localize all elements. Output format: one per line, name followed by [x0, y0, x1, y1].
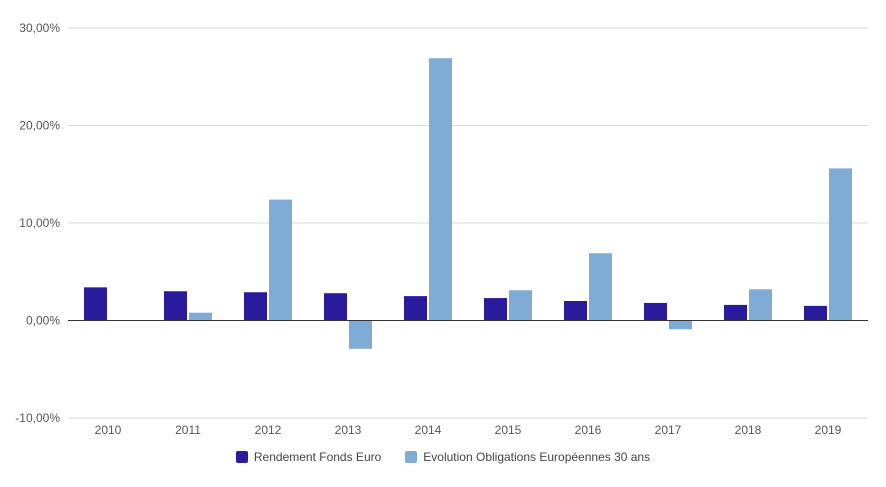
- legend-swatch-series-1: [235, 451, 248, 463]
- legend-item-series-2[interactable]: Evolution Obligations Européennes 30 ans: [405, 450, 650, 464]
- bar-2015-series-1[interactable]: [484, 298, 507, 321]
- x-tick-label: 2012: [255, 423, 282, 437]
- x-tick-label: 2017: [655, 423, 682, 437]
- x-axis-tick-labels: 2010 2011 2012 2013 2014 2015 2016 2017 2018 2019: [95, 423, 842, 437]
- x-tick-label: 2015: [495, 423, 522, 437]
- bar-2012-series-1[interactable]: [244, 292, 267, 321]
- bar-2013-series-1[interactable]: [324, 293, 347, 321]
- y-tick-label: 10,00%: [19, 216, 60, 230]
- x-tick-label: 2014: [415, 423, 442, 437]
- y-tick-label: 20,00%: [19, 119, 60, 133]
- x-tick-label: 2016: [575, 423, 602, 437]
- legend-label-series-2: Evolution Obligations Européennes 30 ans: [423, 450, 651, 464]
- legend: Rendement Fonds Euro Evolution Obligatio…: [0, 450, 886, 464]
- y-tick-label: -10,00%: [15, 411, 60, 425]
- x-tick-label: 2018: [735, 423, 762, 437]
- bar-2014-series-2[interactable]: [429, 58, 452, 321]
- grid-lines: [68, 27, 868, 419]
- bars: [84, 58, 852, 349]
- bar-2011-series-1[interactable]: [164, 291, 187, 321]
- y-axis-tick-labels: -10,00% 0,00% 10,00% 20,00% 30,00%: [15, 21, 60, 425]
- x-tick-label: 2010: [95, 423, 122, 437]
- bar-2016-series-1[interactable]: [564, 301, 587, 321]
- legend-swatch-series-2: [405, 451, 418, 463]
- bar-2018-series-2[interactable]: [749, 289, 772, 321]
- legend-label-series-1: Rendement Fonds Euro: [253, 450, 382, 464]
- x-tick-label: 2019: [815, 423, 842, 437]
- bar-2013-series-2[interactable]: [349, 320, 372, 349]
- bar-2010-series-1[interactable]: [84, 287, 107, 321]
- bar-2019-series-1[interactable]: [804, 305, 827, 321]
- bar-2014-series-1[interactable]: [404, 296, 427, 321]
- bar-2017-series-1[interactable]: [644, 302, 667, 321]
- bar-2017-series-2[interactable]: [669, 320, 692, 330]
- y-tick-label: 30,00%: [19, 21, 60, 35]
- bar-2018-series-1[interactable]: [724, 304, 747, 321]
- bar-2019-series-2[interactable]: [829, 168, 852, 321]
- y-tick-label: 0,00%: [26, 314, 60, 328]
- legend-item-series-1[interactable]: Rendement Fonds Euro: [235, 450, 382, 464]
- bar-2011-series-2[interactable]: [189, 312, 212, 321]
- x-tick-label: 2013: [335, 423, 362, 437]
- bar-2016-series-2[interactable]: [589, 253, 612, 321]
- bar-2012-series-2[interactable]: [269, 199, 292, 321]
- x-tick-label: 2011: [175, 423, 201, 437]
- bar-2015-series-2[interactable]: [509, 290, 532, 321]
